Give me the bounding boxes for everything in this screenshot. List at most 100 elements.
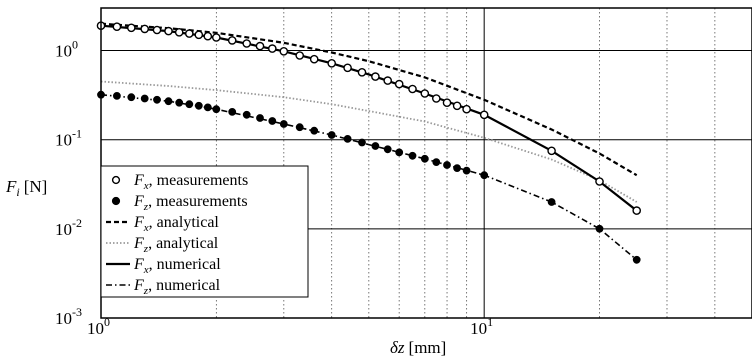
y-tick-label-base: 10: [55, 309, 72, 328]
series-point-1: [113, 92, 121, 100]
legend-label-subscript: x: [143, 222, 149, 234]
series-point-1: [408, 151, 417, 160]
series-point-0: [547, 146, 556, 156]
legend-label-symbol: F: [133, 256, 144, 273]
series-point-0: [431, 94, 441, 103]
y-tick-label: 10-2: [55, 216, 82, 239]
series-point-1: [547, 198, 556, 206]
series-point-0: [343, 63, 352, 73]
series-point-1: [343, 134, 352, 143]
series-point-0: [462, 104, 471, 114]
series-point-0: [383, 76, 393, 85]
legend-label-1: Fz, measurements: [133, 193, 248, 213]
legend-box: [100, 165, 309, 298]
legend-label-symbol: F: [133, 235, 144, 252]
series-point-1: [295, 123, 304, 132]
legend-label-text: , measurements: [148, 193, 248, 210]
y-tick-label: 10-1: [55, 127, 82, 150]
x-axis-label: δz [mm]: [390, 338, 446, 357]
series-point-0: [127, 23, 136, 33]
legend-label-3: Fz, analytical: [133, 235, 219, 255]
series-point-0: [442, 98, 452, 107]
legend-label-subscript: z: [143, 201, 149, 213]
series-point-0: [408, 84, 417, 94]
series-point-1: [443, 161, 451, 169]
x-tick-label: 100: [87, 315, 110, 338]
legend-label-subscript: x: [143, 264, 149, 276]
y-tick-label-exponent: -3: [72, 305, 82, 319]
series-point-1: [383, 145, 392, 154]
series-point-0: [279, 47, 289, 56]
series-point-0: [327, 59, 337, 68]
legend-label-symbol: F: [133, 214, 144, 231]
legend-label-text: , analytical: [148, 235, 219, 252]
series-point-1: [268, 117, 277, 125]
series-point-1: [632, 255, 641, 264]
series-point-1: [358, 138, 366, 147]
series-point-0: [184, 29, 194, 38]
series-point-0: [479, 110, 489, 120]
series-point-0: [152, 25, 162, 35]
series-point-0: [295, 51, 305, 60]
y-axis-label-symbol: F: [5, 177, 17, 196]
x-tick-label-exponent: 0: [104, 315, 110, 329]
series-point-1: [453, 164, 461, 173]
series-point-0: [242, 39, 251, 48]
legend-label-5: Fz, numerical: [133, 277, 221, 297]
legend-swatch-0: [111, 175, 121, 185]
legend-label-text: , measurements: [149, 172, 249, 189]
legend-label-subscript: x: [143, 180, 149, 192]
series-point-0: [227, 36, 237, 45]
series-point-1: [242, 110, 251, 119]
series-point-0: [595, 177, 604, 186]
legend-label-2: Fx, analytical: [133, 214, 219, 234]
series-point-1: [194, 101, 203, 110]
legend-label-symbol: F: [133, 172, 144, 189]
y-tick-label-exponent: -1: [72, 127, 82, 141]
series-point-1: [203, 103, 212, 112]
series-point-0: [371, 72, 380, 81]
series-point-1: [462, 166, 471, 175]
legend-label-symbol: F: [133, 277, 144, 294]
series-point-0: [112, 22, 122, 32]
series-point-1: [595, 224, 604, 233]
series-point-1: [153, 95, 161, 104]
legend-label-text: , numerical: [149, 256, 222, 273]
plot-frame: [100, 7, 752, 319]
legend-label-4: Fx, numerical: [133, 256, 221, 276]
y-tick-label: 10-3: [55, 305, 82, 328]
series-point-1: [175, 98, 184, 107]
series-point-0: [420, 89, 430, 98]
series-point-1: [371, 142, 380, 150]
y-tick-label-base: 10: [55, 220, 72, 239]
series-point-0: [211, 33, 221, 42]
x-tick-label-exponent: 1: [487, 315, 493, 329]
series-point-1: [480, 171, 489, 180]
legend-label-symbol: F: [133, 193, 144, 210]
series-point-0: [255, 41, 265, 51]
series-point-1: [256, 114, 264, 122]
series-point-0: [632, 206, 642, 215]
series-point-0: [164, 26, 173, 36]
legend-label-text: , analytical: [149, 214, 220, 231]
series-point-0: [267, 44, 277, 53]
series-point-1: [420, 154, 429, 163]
y-tick-label-exponent: -2: [72, 216, 82, 230]
x-axis-label-unit: [mm]: [409, 338, 447, 357]
series-point-1: [212, 105, 221, 114]
legend-label-subscript: z: [143, 285, 149, 297]
y-tick-label-base: 10: [55, 131, 72, 150]
series-point-0: [309, 54, 319, 64]
x-axis-label-symbol: δz: [390, 338, 405, 357]
series-markers: [96, 21, 642, 264]
series-point-1: [228, 108, 237, 116]
y-tick-label-exponent: 0: [72, 38, 78, 52]
series-line-3: [100, 80, 638, 203]
legend-label-0: Fx, measurements: [133, 172, 248, 192]
series-point-1: [395, 148, 404, 157]
y-tick-label-base: 10: [55, 42, 72, 61]
legend-swatch-1: [111, 196, 121, 206]
y-axis-label: Fi [N]: [5, 177, 47, 199]
